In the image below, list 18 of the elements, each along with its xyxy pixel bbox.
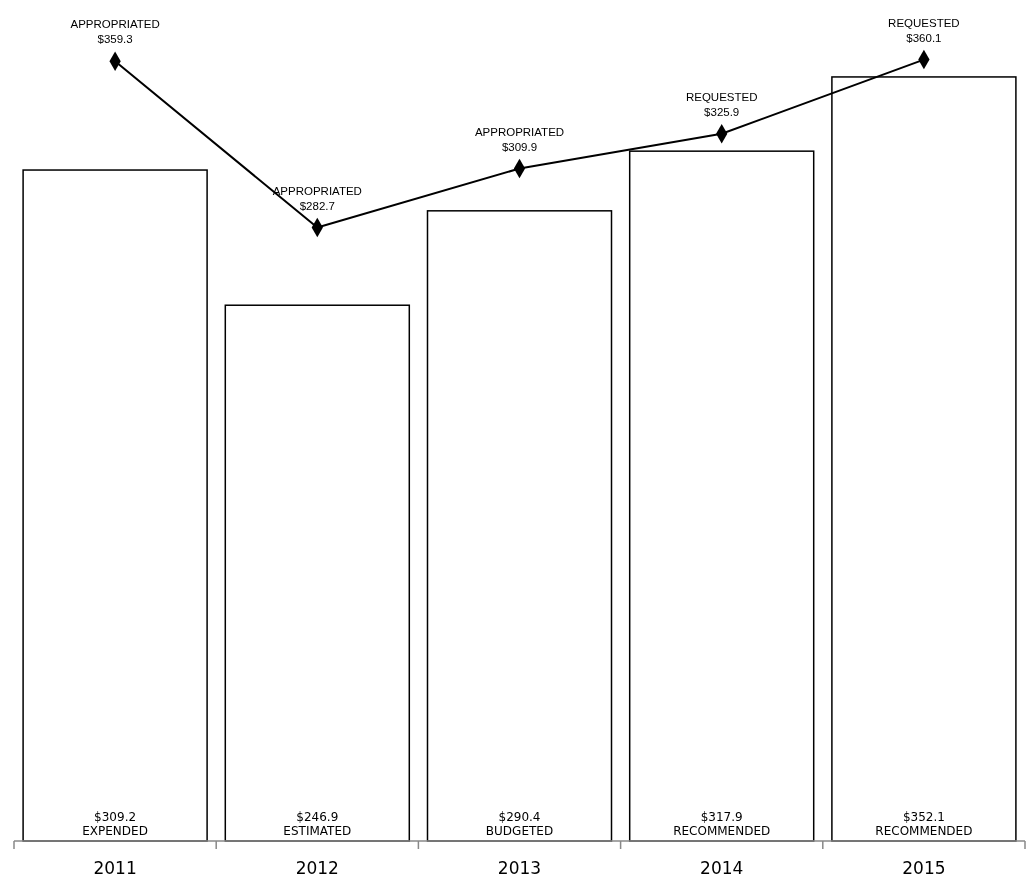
x-tick-label: 2015 xyxy=(902,858,946,878)
x-tick-label: 2013 xyxy=(497,858,542,878)
data-label: $317.9 RECOMMENDED xyxy=(673,810,771,838)
data-label: REQUESTED $360.1 xyxy=(888,16,960,44)
bar xyxy=(22,169,208,842)
data-label: APPROPRIATED $309.9 xyxy=(474,125,565,153)
data-label: APPROPRIATED $282.7 xyxy=(272,184,362,212)
x-tick-label: 2011 xyxy=(93,858,137,878)
x-tick-label: 2012 xyxy=(295,858,339,878)
bar xyxy=(426,210,613,842)
data-label: APPROPRIATED $359.3 xyxy=(70,18,160,46)
data-label: $246.9 ESTIMATED xyxy=(283,810,352,838)
data-label: $352.1 RECOMMENDED xyxy=(875,810,973,838)
x-tick-label: 2014 xyxy=(700,858,744,878)
data-label: $309.2 EXPENDED xyxy=(82,810,148,838)
data-label: $290.4 BUDGETED xyxy=(485,810,554,838)
data-label: REQUESTED $325.9 xyxy=(685,90,758,118)
bar xyxy=(224,304,411,842)
